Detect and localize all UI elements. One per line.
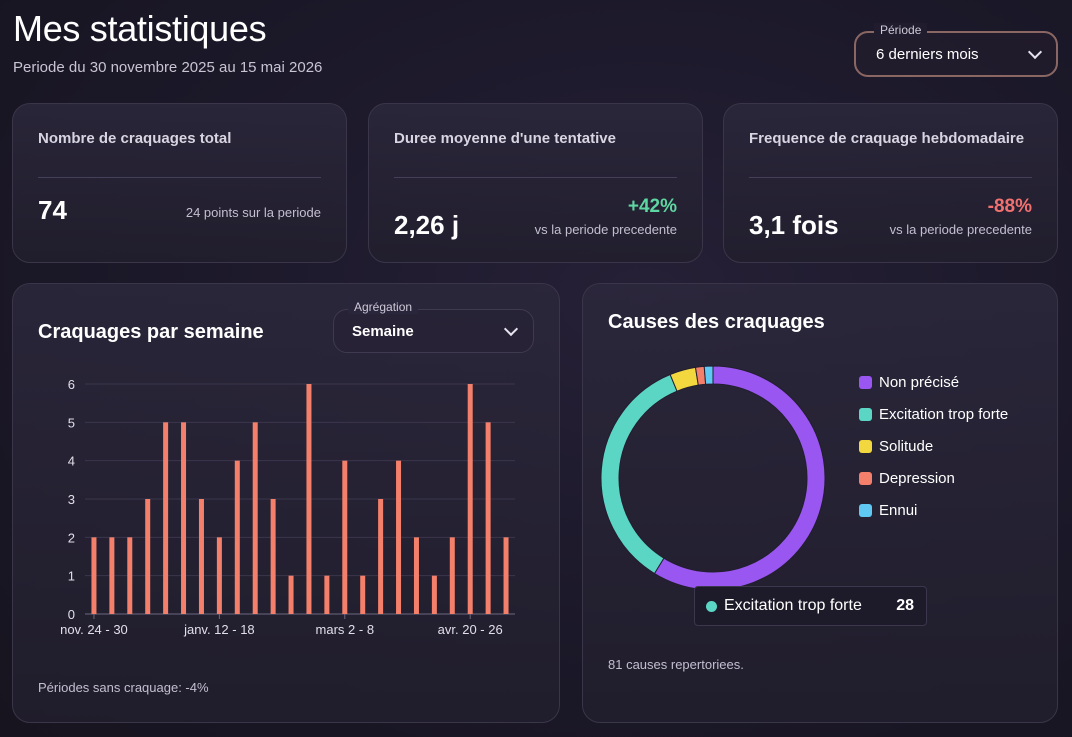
kpi-title: Frequence de craquage hebdomadaire (749, 130, 1025, 147)
kpi-delta: +42% (627, 196, 677, 217)
x-tick-label: avr. 20 - 26 (438, 622, 503, 637)
legend-label: Solitude (879, 437, 934, 455)
causes-legend: Non précisé Excitation trop forte Solitude… (859, 366, 1008, 526)
period-select[interactable]: Période 6 derniers mois (854, 23, 1058, 77)
bar[interactable] (252, 422, 258, 614)
legend-swatch (859, 407, 872, 421)
weekly-chart-card: Craquages par semaine Agrégation Semaine… (12, 283, 560, 723)
bar[interactable] (306, 384, 312, 614)
legend-item[interactable]: Depression (859, 462, 1008, 494)
bar[interactable] (91, 537, 97, 614)
bar[interactable] (198, 499, 204, 614)
y-tick-label: 3 (68, 492, 75, 507)
causes-donut-chart (600, 365, 826, 591)
aggregation-select-value: Semaine (352, 323, 414, 340)
bar[interactable] (449, 537, 455, 614)
x-tick-label: nov. 24 - 30 (60, 622, 128, 637)
tooltip-value: 28 (896, 597, 914, 614)
kpi-note: vs la periode precedente (534, 222, 677, 237)
tooltip-dot (706, 601, 717, 612)
donut-slice[interactable] (703, 365, 714, 385)
bar[interactable] (288, 575, 294, 614)
bar[interactable] (145, 499, 151, 614)
y-tick-label: 4 (68, 454, 75, 469)
legend-item[interactable]: Non précisé (859, 366, 1008, 398)
kpi-value: 2,26 j (394, 210, 460, 240)
bar[interactable] (396, 460, 402, 614)
bar[interactable] (360, 575, 366, 614)
bar[interactable] (467, 384, 473, 614)
kpi-card-frequency: Frequence de craquage hebdomadaire 3,1 f… (723, 103, 1058, 263)
kpi-card-total: Nombre de craquages total 74 24 points s… (12, 103, 347, 263)
y-tick-label: 6 (68, 377, 75, 392)
bar[interactable] (485, 422, 491, 614)
legend-item[interactable]: Solitude (859, 430, 1008, 462)
bar[interactable] (163, 422, 169, 614)
kpi-value: 3,1 fois (749, 210, 839, 240)
legend-label: Depression (879, 469, 955, 487)
bar[interactable] (431, 575, 437, 614)
legend-label: Excitation trop forte (879, 405, 1009, 423)
legend-item[interactable]: Excitation trop forte (859, 398, 1008, 430)
aggregation-select[interactable]: Agrégation Semaine (333, 300, 534, 353)
legend-swatch (859, 439, 872, 453)
weekly-footnote: Périodes sans craquage: -4% (38, 680, 209, 695)
period-select-legend: Période (874, 23, 928, 37)
legend-swatch (859, 375, 872, 389)
kpi-card-duration: Duree moyenne d'une tentative 2,26 j +42… (368, 103, 703, 263)
legend-label: Ennui (879, 501, 918, 519)
weekly-bar-chart: 0 1 2 3 4 5 6 nov. 24 - 30 janv. 12 - 18 mars 2 -… (60, 377, 515, 637)
chart-tooltip: Excitation trop forte 28 (694, 586, 927, 626)
x-tick-label: mars 2 - 8 (316, 622, 375, 637)
chevron-down-icon (1027, 44, 1043, 60)
aggregation-select-legend: Agrégation (348, 300, 419, 314)
bar[interactable] (216, 537, 222, 614)
bar[interactable] (378, 499, 384, 614)
causes-footnote: 81 causes repertoriees. (608, 657, 744, 672)
bar[interactable] (270, 499, 276, 614)
weekly-chart-title: Craquages par semaine (38, 321, 264, 343)
bar[interactable] (413, 537, 419, 614)
bar[interactable] (234, 460, 240, 614)
legend-swatch (859, 471, 872, 485)
kpi-note: vs la periode precedente (889, 222, 1032, 237)
kpi-divider (749, 177, 1032, 178)
bar[interactable] (127, 537, 133, 614)
causes-title: Causes des craquages (608, 311, 825, 333)
kpi-value: 74 (38, 195, 67, 225)
y-tick-label: 1 (68, 569, 75, 584)
donut-slice[interactable] (653, 365, 826, 591)
kpi-title: Nombre de craquages total (38, 130, 232, 147)
kpi-title: Duree moyenne d'une tentative (394, 130, 616, 147)
legend-label: Non précisé (879, 373, 960, 391)
page-title: Mes statistiques (13, 8, 267, 49)
kpi-note: 24 points sur la periode (185, 205, 321, 220)
donut-slice[interactable] (600, 373, 678, 575)
bar[interactable] (109, 537, 115, 614)
legend-item[interactable]: Ennui (859, 494, 1008, 526)
kpi-divider (38, 177, 321, 178)
kpi-divider (394, 177, 677, 178)
x-tick-label: janv. 12 - 18 (183, 622, 255, 637)
causes-card: Causes des craquages Non précisé Excitati… (582, 283, 1058, 723)
tooltip-label: Excitation trop forte (724, 597, 862, 614)
bar[interactable] (503, 537, 509, 614)
y-tick-label: 5 (68, 415, 75, 430)
legend-swatch (859, 503, 872, 517)
period-select-value: 6 derniers mois (876, 46, 979, 63)
kpi-delta: -88% (987, 196, 1032, 217)
bar[interactable] (342, 460, 348, 614)
y-tick-label: 0 (68, 607, 75, 622)
y-tick-label: 2 (68, 530, 75, 545)
period-text: Periode du 30 novembre 2025 au 15 mai 20… (13, 59, 323, 76)
bar[interactable] (181, 422, 187, 614)
bar[interactable] (324, 575, 330, 614)
